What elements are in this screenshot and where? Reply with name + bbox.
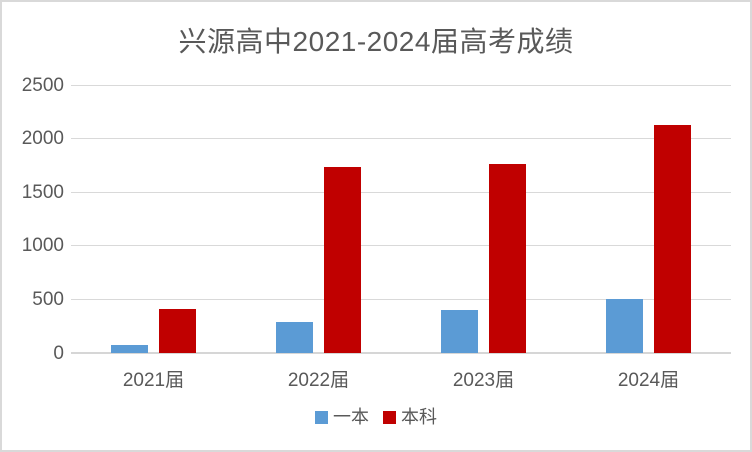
chart-title: 兴源高中2021-2024届高考成绩 [178,26,574,57]
bar-series-1-cat-2 [489,164,526,353]
legend-item-1: 本科 [383,408,437,426]
bar-series-1-cat-0 [159,309,196,353]
bar-series-1-cat-1 [324,167,361,353]
y-tick-label: 1500 [21,181,64,203]
x-axis-label: 2022届 [287,370,350,391]
gridline [71,138,731,140]
bar-series-0-cat-0 [111,344,148,353]
x-axis-label: 2024届 [617,370,680,391]
y-tick-label: 2500 [21,74,64,96]
y-tick-label: 2000 [21,128,64,150]
legend-item-0: 一本 [315,408,369,426]
x-axis-label: 2021届 [122,370,185,391]
x-axis-line [71,352,731,354]
y-tick-label: 0 [53,342,64,364]
legend-swatch-icon [383,410,396,424]
gridline [71,191,731,193]
gridline [71,245,731,247]
bar-series-1-cat-3 [654,124,691,353]
bar-series-0-cat-1 [276,321,313,353]
y-tick-label: 500 [32,288,64,310]
x-axis-label: 2023届 [452,370,515,391]
gridline [71,298,731,300]
legend-swatch-icon [315,410,328,424]
legend-label: 本科 [401,407,437,427]
gridline [71,84,731,86]
bar-series-0-cat-2 [441,310,478,353]
bar-series-0-cat-3 [606,298,643,353]
y-tick-label: 1000 [21,235,64,257]
legend-label: 一本 [333,407,369,427]
legend: 一本 本科 [2,408,750,426]
